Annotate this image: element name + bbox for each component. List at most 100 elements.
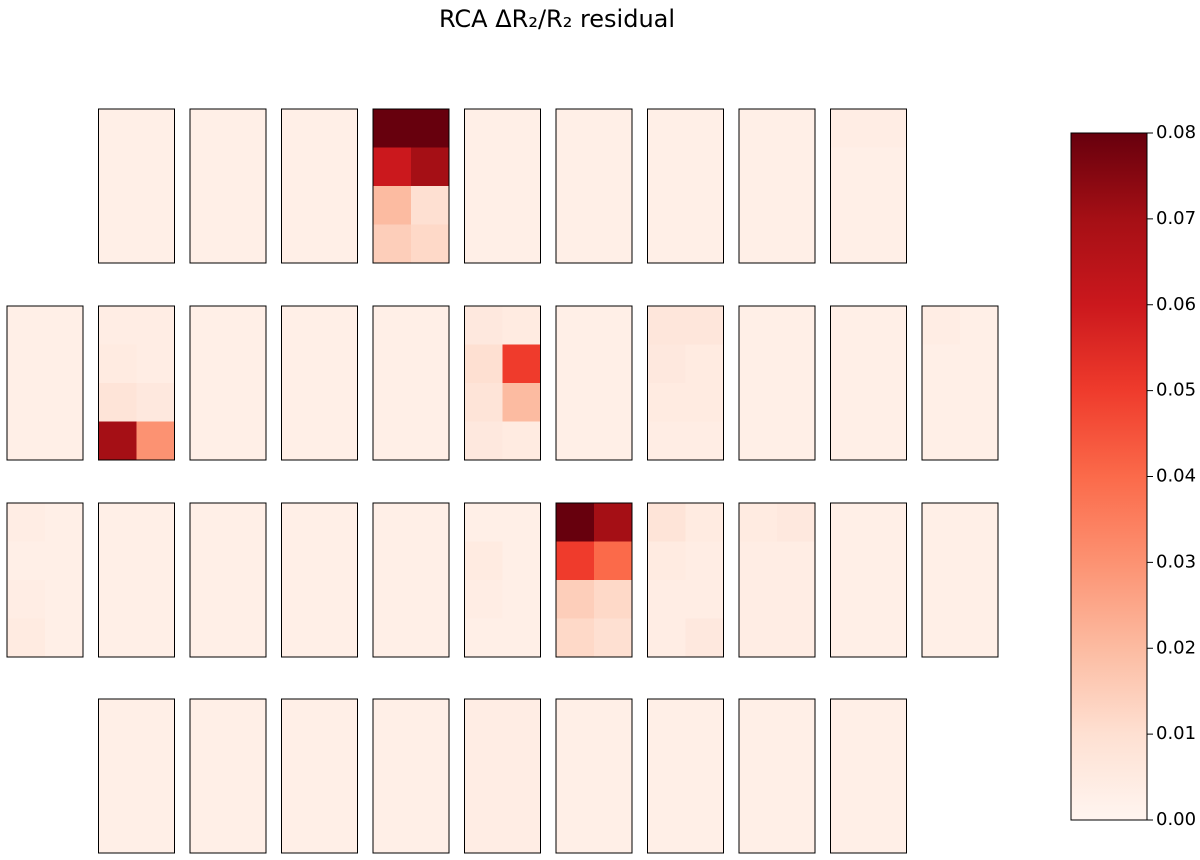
heatmap-cell xyxy=(502,737,541,777)
heatmap-cell xyxy=(777,109,816,148)
heatmap-cell xyxy=(45,306,84,345)
heatmap-cell xyxy=(685,580,724,619)
panel-frame xyxy=(189,698,267,854)
heatmap-cell xyxy=(739,306,778,345)
heatmap-cell xyxy=(647,147,686,187)
heatmap-cell xyxy=(594,306,633,345)
heatmap-cell xyxy=(502,421,541,461)
heatmap-cell xyxy=(98,306,137,345)
heatmap-cell xyxy=(281,618,320,658)
heatmap-cell xyxy=(319,344,358,384)
heatmap-cell xyxy=(868,580,907,619)
heatmap-cell xyxy=(319,109,358,148)
heatmap-cell xyxy=(45,580,84,619)
panel-frame xyxy=(372,305,450,461)
heatmap-cell xyxy=(136,224,175,264)
heatmap-cell xyxy=(556,618,595,658)
heatmap-cell xyxy=(830,776,869,815)
heatmap-cell xyxy=(319,580,358,619)
heatmap-cell xyxy=(136,344,175,384)
heatmap-cell xyxy=(739,699,778,738)
heatmap-cell xyxy=(556,541,595,581)
heatmap-cell xyxy=(373,580,412,619)
heatmap-cell xyxy=(502,344,541,384)
heatmap-cell xyxy=(464,580,503,619)
heatmap-cell xyxy=(7,306,46,345)
panel-frame xyxy=(921,305,999,461)
heatmap-cell xyxy=(594,147,633,187)
heatmap-cell xyxy=(685,421,724,461)
heatmap-cell xyxy=(739,383,778,422)
panel-frame xyxy=(555,698,633,854)
panel-frame xyxy=(738,108,816,264)
heatmap-cell xyxy=(777,776,816,815)
heatmap-cell xyxy=(7,618,46,658)
heatmap-cell xyxy=(98,421,137,461)
heatmap-cell xyxy=(98,699,137,738)
heatmap-cell xyxy=(868,814,907,854)
heatmap-cell xyxy=(98,186,137,225)
heatmap-cell xyxy=(319,737,358,777)
heatmap-cell xyxy=(830,737,869,777)
heatmap-cell xyxy=(647,618,686,658)
heatmap-cell xyxy=(190,814,229,854)
heatmap-cell xyxy=(228,306,267,345)
panel-frame xyxy=(738,502,816,658)
heatmap-cell xyxy=(868,503,907,542)
heatmap-cell xyxy=(922,503,961,542)
heatmap-cell xyxy=(281,109,320,148)
heatmap-cell xyxy=(45,344,84,384)
heatmap-cell xyxy=(411,383,450,422)
panel-frame xyxy=(647,305,724,461)
heatmap-cell xyxy=(281,814,320,854)
panel-frame xyxy=(738,698,816,854)
heatmap-cell xyxy=(373,306,412,345)
heatmap-cell xyxy=(594,580,633,619)
heatmap-cell xyxy=(830,618,869,658)
panel-frame xyxy=(372,108,450,264)
heatmap-cell xyxy=(777,306,816,345)
heatmap-cell xyxy=(922,344,961,384)
panel-frame xyxy=(830,502,907,658)
heatmap-cell xyxy=(739,421,778,461)
heatmap-cell xyxy=(868,737,907,777)
heatmap-cell xyxy=(685,699,724,738)
heatmap-cell xyxy=(830,186,869,225)
heatmap-cell xyxy=(464,541,503,581)
heatmap-cell xyxy=(228,776,267,815)
heatmap-cell xyxy=(228,224,267,264)
colorbar-tick-label: 0.00 xyxy=(1156,809,1196,830)
panel-frame xyxy=(281,108,358,264)
heatmap-cell xyxy=(228,580,267,619)
heatmap-cell xyxy=(373,503,412,542)
heatmap-cell xyxy=(777,737,816,777)
heatmap-cell xyxy=(464,737,503,777)
heatmap-cell xyxy=(281,541,320,581)
heatmap-cell xyxy=(868,699,907,738)
heatmap-cell xyxy=(98,224,137,264)
heatmap-cell xyxy=(319,503,358,542)
heatmap-cell xyxy=(594,383,633,422)
heatmap-cell xyxy=(136,580,175,619)
heatmap-cell xyxy=(868,776,907,815)
heatmap-cell xyxy=(777,383,816,422)
panel-frame xyxy=(372,698,450,854)
heatmap-cell xyxy=(556,580,595,619)
heatmap-cell xyxy=(960,503,999,542)
heatmap-cell xyxy=(777,186,816,225)
heatmap-cell xyxy=(228,699,267,738)
heatmap-cell xyxy=(7,383,46,422)
heatmap-cell xyxy=(319,618,358,658)
heatmap-cell xyxy=(464,383,503,422)
heatmap-cell xyxy=(190,541,229,581)
heatmap-cell xyxy=(190,344,229,384)
heatmap-cell xyxy=(281,147,320,187)
heatmap-cell xyxy=(647,224,686,264)
heatmap-cell xyxy=(190,618,229,658)
heatmap-cell xyxy=(777,699,816,738)
heatmap-cell xyxy=(281,503,320,542)
heatmap-cell xyxy=(136,383,175,422)
heatmap-cell xyxy=(411,224,450,264)
heatmap-cell xyxy=(685,186,724,225)
